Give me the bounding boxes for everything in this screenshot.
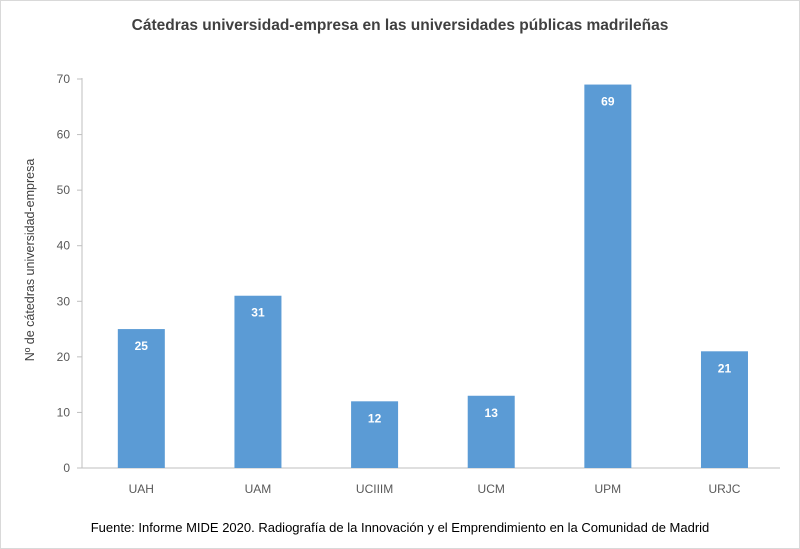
source-note: Fuente: Informe MIDE 2020. Radiografía d… <box>90 520 710 535</box>
bar-uam <box>234 295 282 468</box>
data-label: 13 <box>485 406 499 420</box>
data-label: 21 <box>718 361 732 375</box>
y-tick-label: 10 <box>57 405 71 419</box>
y-tick-label: 0 <box>63 461 70 475</box>
data-label: 25 <box>135 339 149 353</box>
y-tick-label: 50 <box>57 183 71 197</box>
bar-urjc <box>700 351 748 468</box>
bar-uciiim <box>351 401 399 468</box>
x-tick-label: UCM <box>478 482 505 496</box>
data-label: 69 <box>601 95 615 109</box>
bar-uah <box>117 329 165 468</box>
bar-upm <box>584 84 632 469</box>
chart-title: Cátedras universidad-empresa en las univ… <box>131 17 669 34</box>
x-tick-label: UCIIIM <box>356 482 393 496</box>
x-tick-label: UPM <box>595 482 622 496</box>
x-tick-label: URJC <box>708 482 740 496</box>
y-tick-label: 40 <box>57 239 71 253</box>
bar-ucm <box>467 395 515 468</box>
y-tick-label: 60 <box>57 128 71 142</box>
x-tick-label: UAM <box>245 482 272 496</box>
y-tick-label: 70 <box>57 72 71 86</box>
data-label: 31 <box>251 306 265 320</box>
y-tick-label: 30 <box>57 294 71 308</box>
data-label: 12 <box>368 411 382 425</box>
y-tick-label: 20 <box>57 350 71 364</box>
x-tick-label: UAH <box>129 482 154 496</box>
